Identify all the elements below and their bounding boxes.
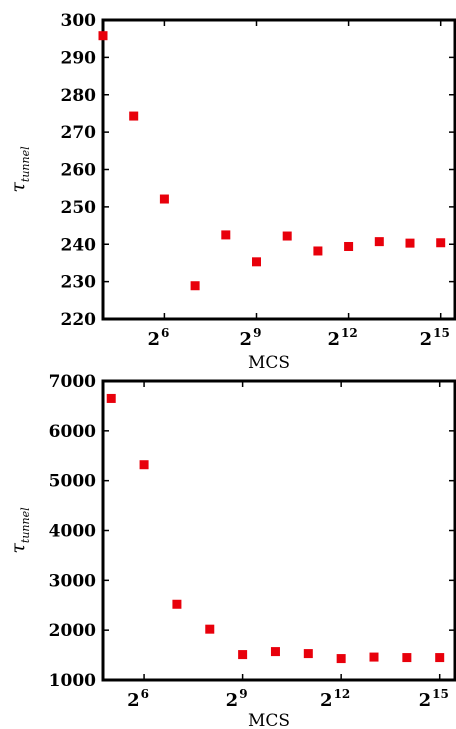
data-point <box>159 194 169 204</box>
x-axis-label: MCS <box>248 353 290 373</box>
data-point <box>190 281 200 291</box>
data-point <box>313 246 323 256</box>
data-point <box>106 393 116 403</box>
y-tick-label: 1000 <box>49 671 96 691</box>
y-tick-label: 5000 <box>49 472 96 492</box>
data-point <box>405 238 415 248</box>
x-tick-label: 215 <box>420 326 450 350</box>
data-point <box>238 650 248 660</box>
y-tick-label: 290 <box>61 48 97 68</box>
data-point <box>221 230 231 240</box>
y-tick-label: 250 <box>61 198 97 218</box>
y-tick-label: 220 <box>61 310 97 330</box>
chart-panel-1: 220 230 240 250 260 270 280 290 300 26 29 212 215 MCS… <box>7 11 456 373</box>
data-point <box>252 257 262 267</box>
y-axis-label: τtunnel <box>7 507 32 554</box>
data-point <box>369 652 379 662</box>
y-tick-label: 270 <box>61 123 97 143</box>
data-point <box>436 238 446 248</box>
x-tick-label: 212 <box>320 687 350 711</box>
data-point <box>336 654 346 664</box>
x-tick-label: 26 <box>127 687 149 711</box>
y-tick-label: 7000 <box>49 372 96 392</box>
data-point <box>282 231 292 241</box>
x-tick-label: 26 <box>147 326 169 350</box>
data-point <box>129 111 139 121</box>
y-tick-label: 280 <box>61 86 97 106</box>
data-point <box>205 624 215 634</box>
data-point <box>374 237 384 247</box>
x-axis-label: MCS <box>248 711 290 729</box>
data-point <box>270 647 280 657</box>
y-tick-label: 230 <box>61 273 97 293</box>
data-point <box>98 31 108 41</box>
chart-panel-2: 1000 2000 3000 4000 5000 6000 7000 26 29 212 215 MC… <box>7 372 456 729</box>
data-point <box>402 653 412 663</box>
plot-frame <box>101 18 456 321</box>
data-point <box>435 653 445 663</box>
plot-frame <box>101 379 456 682</box>
y-tick-label: 6000 <box>49 422 96 442</box>
y-tick-label: 300 <box>61 11 97 31</box>
y-tick-label: 240 <box>61 235 97 255</box>
data-point <box>303 649 313 659</box>
data-point <box>139 460 149 470</box>
x-tick-label: 29 <box>226 687 248 711</box>
x-tick-label: 212 <box>327 326 357 350</box>
y-tick-label: 260 <box>61 161 97 181</box>
y-axis-label: τtunnel <box>7 146 32 193</box>
y-tick-label: 4000 <box>49 522 96 542</box>
data-point <box>344 241 354 251</box>
x-tick-label: 29 <box>240 326 262 350</box>
y-tick-label: 2000 <box>49 621 96 641</box>
x-tick-label: 215 <box>419 687 449 711</box>
data-point <box>172 599 182 609</box>
y-tick-label: 3000 <box>49 571 96 591</box>
